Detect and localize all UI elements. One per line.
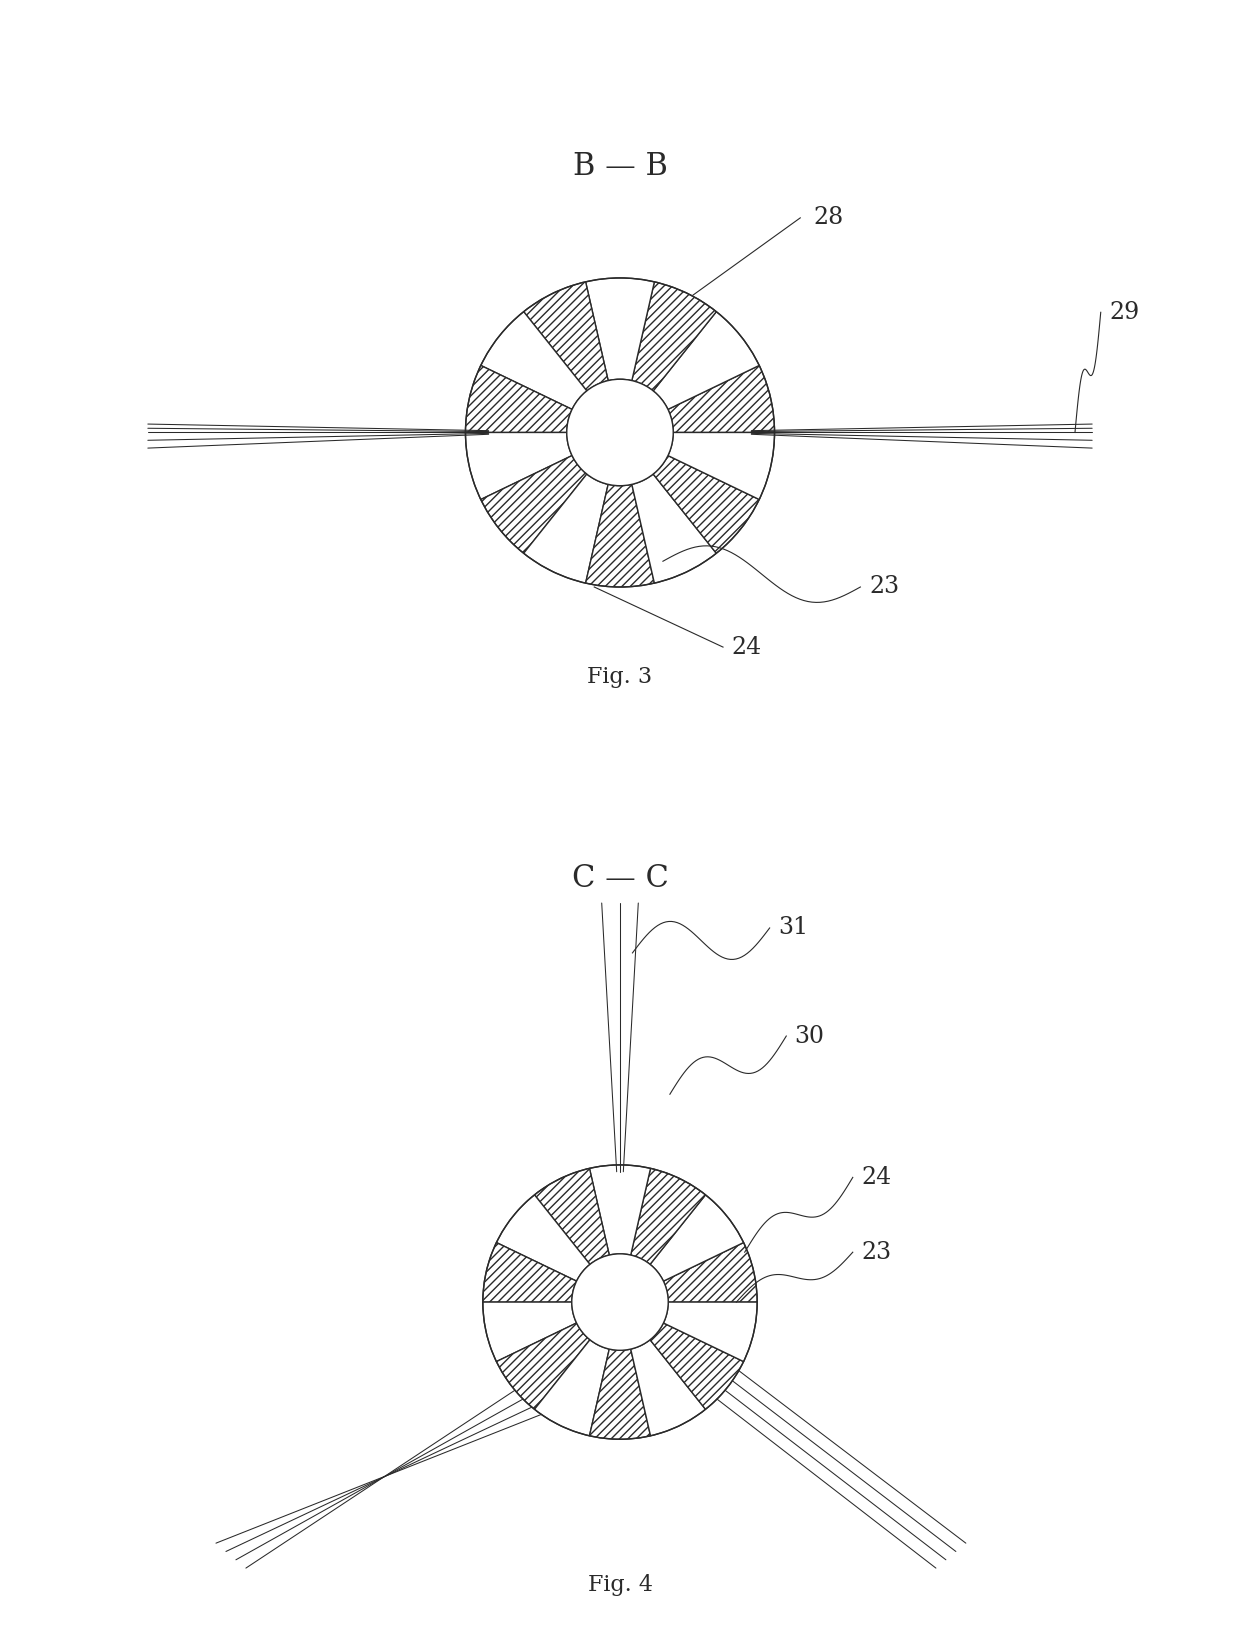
Wedge shape — [653, 456, 759, 553]
Wedge shape — [668, 433, 775, 500]
Wedge shape — [482, 1243, 577, 1303]
Wedge shape — [585, 484, 655, 588]
Wedge shape — [496, 1322, 590, 1410]
Text: 29: 29 — [1110, 300, 1140, 324]
Circle shape — [567, 380, 673, 485]
Wedge shape — [663, 1243, 758, 1303]
Wedge shape — [663, 1303, 758, 1362]
Wedge shape — [631, 1169, 706, 1265]
Wedge shape — [631, 1339, 706, 1436]
Wedge shape — [523, 474, 608, 583]
Wedge shape — [482, 1303, 577, 1362]
Wedge shape — [632, 474, 717, 583]
Wedge shape — [650, 1322, 744, 1410]
Wedge shape — [589, 1349, 651, 1440]
Text: 28: 28 — [813, 206, 843, 229]
Wedge shape — [534, 1339, 609, 1436]
Wedge shape — [650, 1195, 744, 1281]
Wedge shape — [585, 277, 655, 381]
Wedge shape — [589, 1166, 651, 1255]
Wedge shape — [465, 433, 572, 500]
Text: C — C: C — C — [572, 862, 668, 893]
Text: 31: 31 — [777, 916, 808, 939]
Text: Fig. 3: Fig. 3 — [588, 665, 652, 688]
Wedge shape — [465, 365, 572, 433]
Wedge shape — [523, 282, 608, 391]
Wedge shape — [496, 1195, 590, 1281]
Wedge shape — [481, 456, 587, 553]
Wedge shape — [668, 365, 775, 433]
Wedge shape — [534, 1169, 609, 1265]
Wedge shape — [481, 312, 587, 409]
Text: 24: 24 — [732, 636, 761, 659]
Wedge shape — [632, 282, 717, 391]
Text: B — B: B — B — [573, 150, 667, 182]
Text: 24: 24 — [861, 1166, 892, 1189]
Text: 23: 23 — [869, 576, 899, 599]
Text: 23: 23 — [861, 1240, 892, 1263]
Wedge shape — [653, 312, 759, 409]
Text: Fig. 4: Fig. 4 — [588, 1573, 652, 1597]
Circle shape — [572, 1253, 668, 1351]
Text: 30: 30 — [795, 1025, 825, 1047]
